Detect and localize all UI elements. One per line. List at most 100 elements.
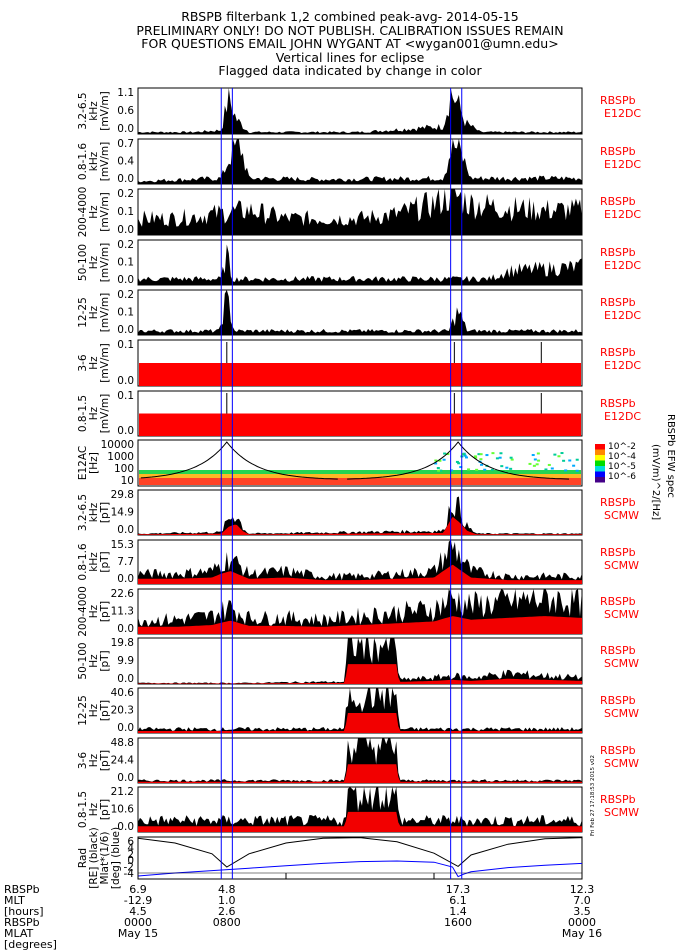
panel-15-ylabel-1: Hz: [88, 802, 100, 816]
panel-14-ytick-1: 24.4: [111, 755, 135, 767]
panel-8-speck-55: [479, 453, 483, 456]
panel-8-ytick-3: 10: [121, 475, 134, 487]
panel-8-speck-17: [575, 469, 579, 472]
panel-8-speck-5: [464, 456, 468, 459]
panel-8-speck-49: [437, 469, 441, 472]
panel-4-ylabel-1: Hz: [88, 255, 100, 269]
panel-5-tag-inst: E12DC: [604, 309, 641, 322]
panel-14-tag-inst: SCMW: [604, 757, 639, 770]
panel-8-speck-57: [509, 456, 513, 459]
panel-16-ytick-0: 6: [127, 836, 134, 848]
panel-13-ylabel-0: 12-25: [77, 695, 89, 726]
contact-line: FOR QUESTIONS EMAIL JOHN WYGANT AT <wyga…: [141, 36, 559, 51]
panel-16-ytick-1: 4: [127, 842, 134, 854]
panel-2-ytick-1: 0.4: [117, 156, 134, 168]
panel-8-colorbar-tick-1: 10^-4: [608, 452, 636, 462]
panel-7-ylabel-1: Hz: [88, 406, 100, 420]
panel-6-ylabel-1: Hz: [88, 356, 100, 370]
eclipse-note: Vertical lines for eclipse: [275, 49, 425, 65]
panel-1-tag-sc: RBSPb: [600, 94, 636, 107]
x-row-0-val-2: 17.3: [446, 883, 471, 896]
panel-8-curve-1: [347, 441, 570, 480]
panel-13-ylabel-2: [pT]: [99, 700, 111, 721]
panel-7-flag-fill: [139, 413, 581, 436]
panel-14-ytick-2: 0.0: [117, 772, 134, 784]
panel-16-ylabel-2: Mlat*(1/6): [99, 832, 111, 885]
warning-line: PRELIMINARY ONLY! DO NOT PUBLISH. CALIBR…: [136, 22, 564, 38]
x-row-2-val-2: 1.4: [449, 905, 467, 918]
panel-3-ylabel-1: Hz: [88, 205, 100, 219]
panel-8-speck-10: [446, 453, 450, 456]
panel-9-frame: [137, 489, 583, 536]
panel-8-speck-8: [531, 454, 535, 457]
x-row-label-3: RBSPb: [4, 916, 40, 929]
panel-1-ytick-2: 0.0: [117, 123, 134, 135]
panel-6-flag-fill: [139, 363, 581, 386]
panel-8-speck-46: [438, 459, 442, 462]
x-row-4-val-0: May 15: [118, 927, 158, 940]
panel-11-ytick-1: 11.3: [111, 606, 134, 618]
panel-12-ylabel-0: 50-100: [77, 642, 89, 679]
panel-15-ylabel-2: [pT]: [99, 799, 111, 820]
x-row-0-val-3: 12.3: [570, 883, 595, 896]
x-row-label-5: [degrees]: [4, 938, 57, 950]
panel-13-tag-sc: RBSPb: [600, 694, 636, 707]
panel-8-speck-42: [575, 458, 579, 461]
panel-8-speck-3: [439, 469, 443, 472]
panel-6-tag-sc: RBSPb: [600, 346, 636, 359]
panel-6-ylabel-0: 3-6: [77, 354, 89, 371]
panel-8-band-0: [139, 478, 581, 485]
panel-8-speck-0: [562, 459, 566, 462]
panel-8-speck-31: [473, 455, 477, 458]
panel-7-tag-sc: RBSPb: [600, 397, 636, 410]
x-row-3-val-0: 0000: [124, 916, 152, 929]
panel-2-ylabel-0: 0.8-1.6: [77, 143, 89, 181]
x-row-3-val-3: 0000: [568, 916, 596, 929]
panel-8-speck-39: [436, 467, 440, 470]
panel-14-tag-sc: RBSPb: [600, 744, 636, 757]
panel-8-speck-36: [477, 453, 481, 456]
panel-1-tag-inst: E12DC: [604, 107, 641, 120]
panel-8-speck-54: [509, 467, 513, 470]
panel-13-ylabel-1: Hz: [88, 703, 100, 717]
panel-5-ylabel-1: Hz: [88, 305, 100, 319]
panel-3-ytick-0: 0.2: [117, 188, 134, 200]
panel-6-ylabel-2: [mV/m]: [99, 343, 111, 382]
panel-1-ylabel-2: [mV/m]: [99, 91, 111, 130]
panel-8-speck-18: [544, 468, 548, 471]
panel-8-colorbar-tick-3: 10^-6: [608, 472, 636, 482]
title-block: RBSPB filterbank 1,2 combined peak-avg- …: [0, 10, 700, 78]
panel-3-tag-sc: RBSPb: [600, 195, 636, 208]
panel-8-speck-14: [463, 454, 467, 457]
panel-10-trace: [138, 540, 582, 584]
panel-8-speck-37: [532, 464, 536, 467]
panel-2-tag-sc: RBSPb: [600, 145, 636, 158]
panel-3-trace: [138, 189, 582, 235]
panel-5-ytick-2: 0.0: [117, 324, 134, 336]
panel-8-speck-34: [479, 458, 483, 461]
panel-9-ytick-2: 0.0: [117, 524, 134, 536]
panel-5-tag-sc: RBSPb: [600, 296, 636, 309]
panel-8-colorbar-1: [595, 449, 605, 455]
panel-4-trace: [138, 244, 582, 285]
panel-7-ylabel-2: [mV/m]: [99, 394, 111, 433]
panel-16-ytick-4: -2: [124, 862, 134, 874]
panel-12-tag-sc: RBSPb: [600, 644, 636, 657]
panel-8-speck-29: [434, 462, 438, 465]
panel-16-ylabel-1: [RE] (black): [88, 827, 100, 889]
panel-8-speck-48: [553, 453, 557, 456]
x-row-3-val-1: 0800: [213, 916, 241, 929]
panel-16-ylabel-0: Rad: [77, 848, 89, 868]
panel-14-flag-trace: [138, 764, 582, 783]
panel-13-flag-trace: [138, 713, 582, 733]
panel-3-ytick-1: 0.1: [117, 206, 134, 218]
panel-13-ytick-1: 20.3: [111, 705, 134, 717]
panel-11-flag-trace: [138, 616, 582, 634]
panel-8-side-label: RBSPb EFW spec: [665, 414, 676, 498]
panel-8-speck-56: [442, 458, 446, 461]
x-row-2-val-3: 3.5: [573, 905, 591, 918]
panel-8-speck-43: [537, 459, 541, 462]
panel-8-speck-32: [572, 464, 576, 467]
panel-4-ylabel-2: [mV/m]: [99, 243, 111, 282]
panel-4-ylabel-0: 50-100: [77, 244, 89, 281]
